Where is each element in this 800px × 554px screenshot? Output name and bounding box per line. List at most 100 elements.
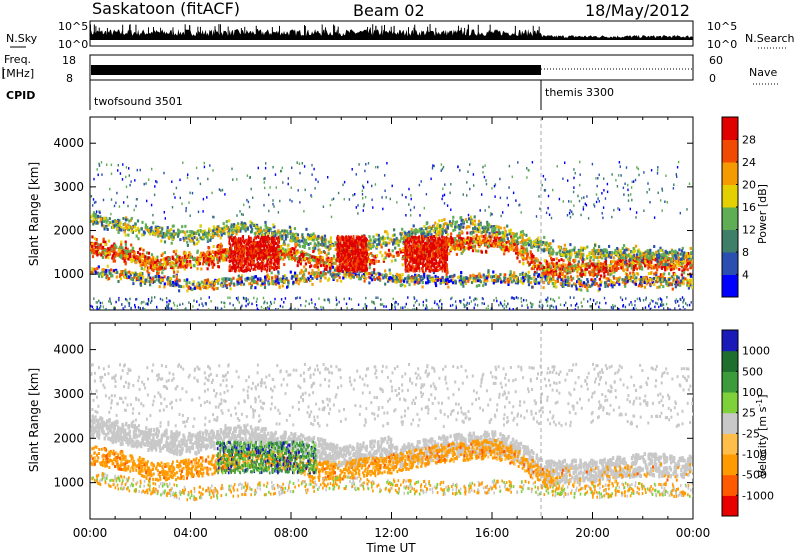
power-cell: [129, 251, 132, 255]
power-cell: [686, 282, 689, 285]
power-cell: [495, 231, 498, 235]
power-cell: [127, 257, 130, 261]
power-cell: [224, 251, 227, 255]
power-cell: [381, 273, 384, 277]
power-cell: [183, 253, 186, 257]
power-cell: [290, 276, 293, 280]
power-cell: [126, 247, 129, 251]
power-cell: [689, 257, 692, 261]
power-cell: [427, 233, 430, 237]
power-cell: [438, 219, 441, 223]
power-cell: [138, 247, 142, 251]
power-cell: [631, 280, 634, 284]
power-cell: [450, 237, 453, 241]
power-cell: [563, 269, 566, 273]
power-cell: [113, 252, 116, 255]
power-cell: [446, 233, 449, 237]
power-cell: [377, 259, 380, 263]
power-cell: [598, 287, 601, 291]
power-cell: [311, 235, 315, 239]
power-cell: [282, 253, 285, 257]
power-cell: [201, 253, 204, 257]
power-cell: [120, 226, 123, 229]
power-cell: [454, 228, 457, 232]
power-cell: [516, 247, 519, 251]
power-cell: [255, 231, 258, 235]
power-cell: [106, 264, 109, 268]
power-cell: [530, 260, 533, 264]
power-cell: [531, 260, 534, 264]
power-cell: [622, 251, 625, 255]
power-cell: [599, 262, 603, 266]
power-cell: [189, 255, 192, 259]
power-cell: [633, 262, 636, 266]
power-cell: [126, 271, 129, 275]
power-cell: [666, 264, 669, 268]
power-cell: [416, 230, 419, 234]
cpid-label: CPID: [6, 89, 35, 102]
power-cell: [121, 270, 124, 273]
power-cell: [386, 236, 389, 240]
power-cell: [307, 243, 310, 246]
power-cell: [213, 263, 216, 267]
power-cell: [456, 225, 459, 229]
power-cell: [209, 255, 213, 258]
power-cell: [262, 234, 265, 238]
power-cell: [322, 250, 325, 254]
power-cell: [141, 233, 144, 237]
power-cell: [294, 258, 297, 262]
power-cell: [321, 244, 324, 248]
power-cell: [401, 227, 404, 231]
power-cell: [293, 257, 296, 260]
power-cell: [436, 223, 440, 227]
power-cell: [666, 256, 669, 260]
power-cell: [216, 258, 219, 261]
power-cell: [581, 255, 584, 259]
power-cell: [523, 250, 527, 254]
power-cell: [402, 242, 405, 246]
power-cell: [658, 265, 661, 269]
power-cell: [188, 233, 191, 237]
power-cell: [540, 278, 543, 282]
power-cell: [546, 267, 549, 271]
power-cell: [614, 248, 617, 252]
power-cell: [237, 229, 240, 233]
power-cell: [449, 275, 452, 279]
power-cell: [241, 222, 244, 226]
power-cell: [656, 268, 659, 272]
power-cell: [105, 276, 108, 280]
power-cell: [539, 262, 543, 266]
power-cell: [152, 277, 155, 281]
power-cell: [190, 237, 193, 241]
power-cell: [323, 234, 327, 238]
power-cell: [511, 238, 514, 242]
power-cell: [401, 283, 404, 287]
power-cell: [377, 242, 380, 246]
power-cell: [90, 251, 93, 255]
power-cell: [377, 237, 380, 241]
power-cell: [400, 284, 403, 288]
power-cell: [491, 226, 494, 230]
power-cell: [560, 264, 563, 268]
power-cell: [178, 256, 181, 259]
power-cell: [541, 242, 544, 246]
power-cell: [482, 235, 485, 239]
power-cell: [559, 267, 562, 271]
power-cell: [663, 272, 666, 276]
power-cell: [303, 244, 307, 248]
power-cell: [503, 243, 506, 247]
power-cell: [625, 248, 628, 252]
power-cell: [320, 250, 323, 254]
power-cell: [300, 257, 303, 261]
power-cell: [223, 258, 226, 262]
power-cell: [188, 256, 191, 260]
power-cell: [327, 240, 330, 244]
power-cell: [307, 253, 310, 257]
power-cell: [502, 244, 505, 248]
power-cell: [269, 247, 273, 251]
power-cell: [129, 273, 132, 277]
power-cell: [681, 269, 684, 273]
power-cell: [371, 278, 374, 282]
power-cell: [576, 268, 579, 271]
power-cell: [521, 230, 524, 233]
